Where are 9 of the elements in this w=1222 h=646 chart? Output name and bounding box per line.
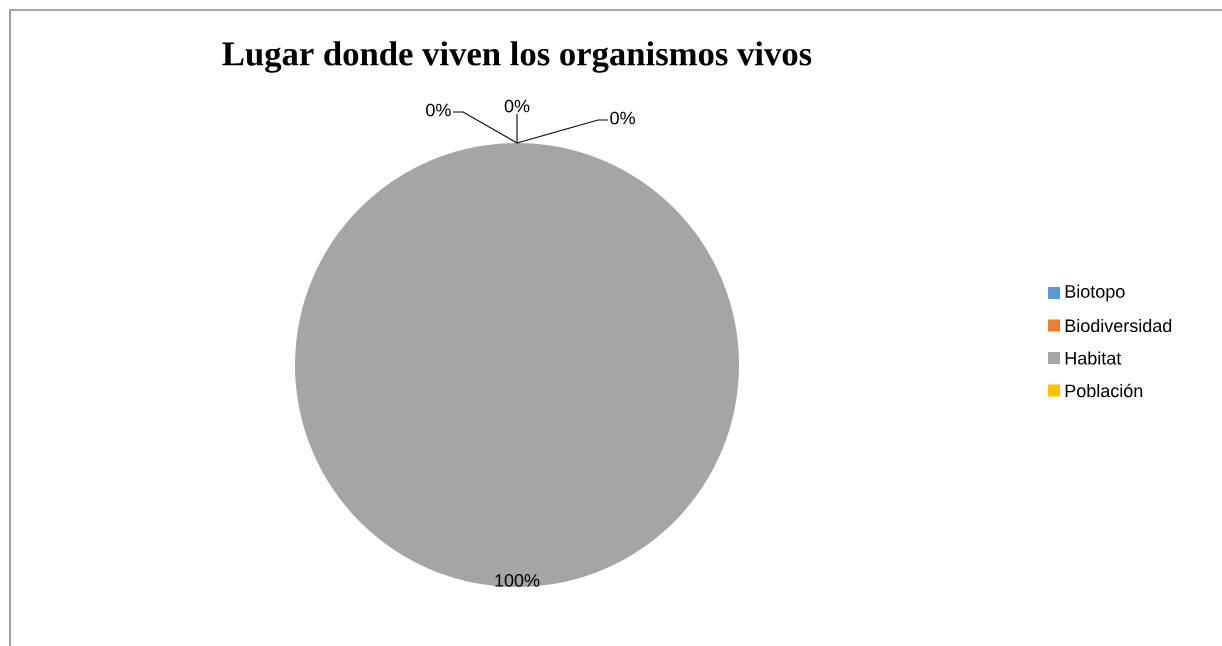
legend-label: Biotopo <box>1065 284 1125 302</box>
text: 0% <box>610 111 635 125</box>
legend-label: Habitat <box>1065 351 1122 365</box>
legend-label: Biodiversidad <box>1065 318 1172 333</box>
chart-title: Lugar donde viven los organismos vivos <box>222 41 812 73</box>
text: 0% <box>426 103 451 117</box>
text: 0% <box>504 99 530 113</box>
data-label: 100% <box>495 573 540 587</box>
legend-label: Población <box>1065 383 1143 398</box>
